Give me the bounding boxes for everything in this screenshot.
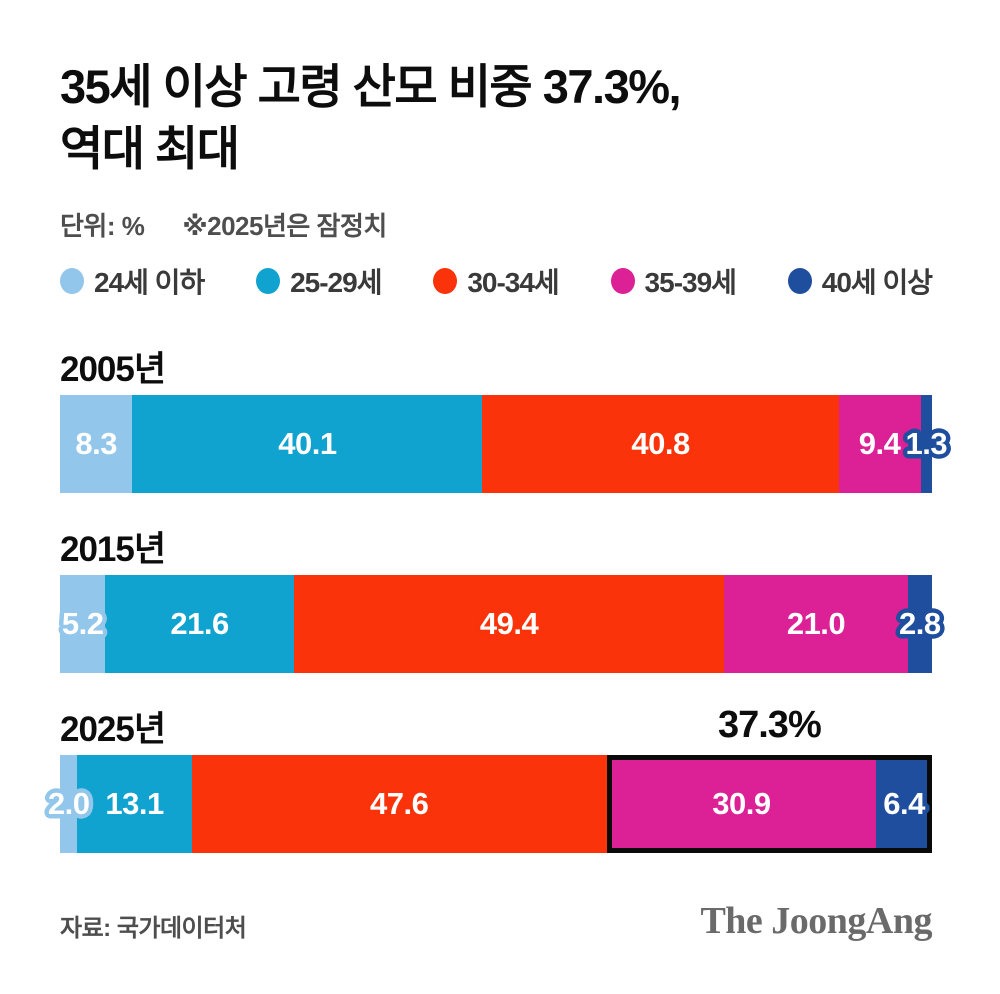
legend-label-age-35-39: 35-39세 <box>644 267 737 299</box>
row-header: 2025년 37.3% <box>60 701 932 749</box>
legend-dot-age-25-29-icon <box>256 268 281 295</box>
segment-age-30-34: 49.4 <box>293 575 725 674</box>
segment-age-40-plus: 1.3 <box>905 395 948 494</box>
footer: 자료: 국가데이터처 The JoongAng <box>60 899 932 943</box>
segment-value-label: 6.4 <box>883 786 925 822</box>
legend-item-age-30-34: 30-34세 <box>433 261 560 301</box>
legend-dot-age-under-24-icon <box>60 268 84 295</box>
segment-value-label: 21.0 <box>786 606 846 642</box>
chart-row-2005: 2005년 8.3 40.1 40.8 9.4 1.3 <box>60 341 948 494</box>
segment-value-label: 49.4 <box>479 606 539 642</box>
preliminary-note: ※2025년은 잠정치 <box>182 211 387 242</box>
segment-value-label: 2.0 <box>47 786 90 822</box>
legend: 24세 이하 25-29세 30-34세 35-39세 40세 이상 <box>60 261 933 301</box>
joongang-logo: The JoongAng <box>700 900 932 943</box>
segment-age-25-29: 21.6 <box>105 575 294 674</box>
chart-row-2025: 2025년 37.3% 2.0 13.1 47.6 30.9 6.4 <box>48 701 932 854</box>
year-label: 2025년 <box>60 710 166 750</box>
segment-value-label: 40.1 <box>278 426 337 462</box>
segment-age-35-39: 21.0 <box>724 575 908 674</box>
segment-age-35-39: 9.4 <box>838 395 921 494</box>
legend-item-age-25-29: 25-29세 <box>256 261 382 301</box>
legend-label-age-30-34: 30-34세 <box>467 267 559 299</box>
legend-dot-age-35-39-icon <box>610 268 635 295</box>
segment-age-35-39: 30.9 <box>606 755 877 854</box>
segment-age-40-plus: 6.4 <box>876 755 932 854</box>
legend-item-age-35-39: 35-39세 <box>610 261 737 301</box>
segment-age-25-29: 13.1 <box>77 755 192 854</box>
title-line-2: 역대 최대 <box>60 122 240 176</box>
legend-item-age-under-24: 24세 이하 <box>60 261 205 301</box>
legend-dot-age-30-34-icon <box>433 268 458 295</box>
page-title: 35세 이상 고령 산모 비중 37.3%, 역대 최대 <box>60 56 932 180</box>
title-line-1: 35세 이상 고령 산모 비중 37.3%, <box>60 60 682 113</box>
segment-age-under-24: 8.3 <box>60 395 133 494</box>
chart-row-2015: 2015년 5.2 21.6 49.4 21.0 2.8 <box>60 521 941 674</box>
data-source: 자료: 국가데이터처 <box>60 915 247 943</box>
highlight-total-label: 37.3% <box>717 704 822 747</box>
legend-item-age-40-plus: 40세 이상 <box>787 261 933 301</box>
stacked-bar-chart: 2005년 8.3 40.1 40.8 9.4 1.3 2015년 5.2 21.6 49.4 21… <box>48 341 948 854</box>
segment-age-under-24: 5.2 <box>60 575 106 674</box>
row-header: 2015년 <box>60 521 932 569</box>
segment-age-25-29: 40.1 <box>132 395 483 494</box>
segment-value-label: 5.2 <box>61 606 104 642</box>
row-header: 2005년 <box>60 341 932 389</box>
stacked-bar: 2.0 13.1 47.6 30.9 6.4 <box>48 755 932 854</box>
segment-age-30-34: 47.6 <box>191 755 607 854</box>
legend-label-age-under-24: 24세 이하 <box>94 267 205 299</box>
segment-value-label: 2.8 <box>898 606 941 642</box>
segment-value-label: 8.3 <box>75 426 118 462</box>
legend-dot-age-40-plus-icon <box>787 268 812 295</box>
legend-label-age-25-29: 25-29세 <box>290 267 382 299</box>
segment-age-under-24: 2.0 <box>48 755 90 854</box>
subtitle: 단위: % ※2025년은 잠정치 <box>60 206 932 243</box>
segment-value-label: 9.4 <box>858 426 901 462</box>
segment-value-label: 40.8 <box>631 426 690 462</box>
stacked-bar: 8.3 40.1 40.8 9.4 1.3 <box>60 395 948 494</box>
year-label: 2015년 <box>60 530 166 570</box>
stacked-bar: 5.2 21.6 49.4 21.0 2.8 <box>60 575 941 674</box>
unit-label: 단위: % <box>60 211 145 242</box>
segment-value-label: 21.6 <box>170 606 229 642</box>
segment-age-40-plus: 2.8 <box>899 575 941 674</box>
segment-value-label: 13.1 <box>105 786 164 822</box>
segment-age-30-34: 40.8 <box>482 395 839 494</box>
year-label: 2005년 <box>60 350 166 390</box>
segment-value-label: 30.9 <box>712 786 771 822</box>
segment-value-label: 47.6 <box>370 786 429 822</box>
legend-label-age-40-plus: 40세 이상 <box>821 267 933 299</box>
segment-value-label: 1.3 <box>905 426 948 462</box>
